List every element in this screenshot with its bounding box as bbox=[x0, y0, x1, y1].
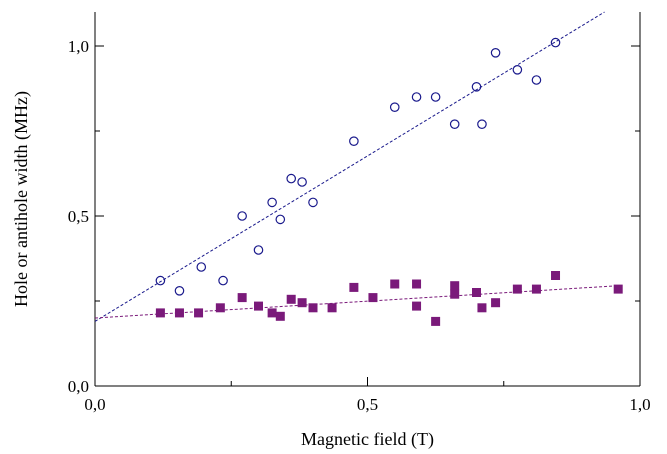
data-point-square bbox=[491, 298, 501, 308]
data-point-square bbox=[390, 279, 400, 289]
data-point-square bbox=[531, 284, 541, 294]
data-point-square bbox=[613, 284, 623, 294]
data-point-circle bbox=[286, 173, 296, 184]
x-tick-label: 1,0 bbox=[629, 395, 650, 414]
data-point-square bbox=[368, 293, 378, 303]
data-point-square bbox=[472, 288, 481, 297]
data-point-circle bbox=[297, 177, 307, 187]
data-point-circle bbox=[477, 119, 487, 129]
data-point-circle bbox=[449, 119, 460, 129]
data-point-circle bbox=[490, 47, 501, 58]
data-point-square bbox=[194, 308, 204, 318]
data-point-square bbox=[174, 308, 184, 318]
data-point-circle bbox=[389, 102, 400, 112]
data-point-square bbox=[412, 301, 422, 311]
fit-line-1 bbox=[94, 11, 605, 322]
data-point-square bbox=[297, 298, 307, 308]
x-tick-label: 0,5 bbox=[357, 395, 378, 414]
data-point-square bbox=[286, 294, 296, 304]
data-point-square bbox=[254, 301, 263, 311]
data-point-square bbox=[551, 271, 561, 280]
data-point-circle bbox=[267, 197, 277, 208]
data-points bbox=[155, 37, 623, 326]
data-point-square bbox=[412, 279, 422, 289]
data-point-square bbox=[349, 282, 359, 292]
data-point-circle bbox=[237, 211, 247, 221]
data-point-circle bbox=[531, 75, 542, 85]
data-point-square bbox=[450, 281, 460, 291]
x-tick-label: 0,0 bbox=[84, 395, 105, 414]
data-point-circle bbox=[349, 136, 359, 146]
data-point-square bbox=[237, 293, 247, 303]
data-point-circle bbox=[174, 285, 185, 296]
data-point-square bbox=[275, 311, 285, 321]
data-point-circle bbox=[411, 92, 422, 102]
data-point-square bbox=[431, 316, 441, 326]
data-point-square bbox=[327, 303, 337, 313]
y-tick-label: 0,5 bbox=[68, 207, 89, 226]
data-point-circle bbox=[550, 37, 561, 48]
data-point-circle bbox=[155, 275, 166, 286]
data-point-square bbox=[215, 303, 225, 313]
y-tick-label: 1,0 bbox=[68, 37, 89, 56]
y-tick-label: 0,0 bbox=[68, 377, 89, 396]
x-axis-title: Magnetic field (T) bbox=[301, 429, 434, 450]
data-point-circle bbox=[512, 65, 523, 75]
data-point-circle bbox=[275, 214, 286, 225]
data-point-square bbox=[477, 303, 487, 313]
data-point-circle bbox=[196, 262, 207, 272]
data-point-circle bbox=[308, 197, 318, 208]
data-point-square bbox=[267, 308, 277, 318]
data-point-circle bbox=[430, 92, 441, 102]
data-point-circle bbox=[218, 275, 228, 286]
y-axis-title: Hole or antihole width (MHz) bbox=[11, 91, 32, 307]
data-point-square bbox=[450, 289, 460, 299]
data-point-square bbox=[308, 303, 318, 313]
axes bbox=[94, 12, 641, 387]
ticks: 0,0 0,5 1,0 0,0 0,5 1,0 bbox=[68, 37, 651, 414]
fit-lines bbox=[94, 11, 619, 322]
data-point-circle bbox=[253, 245, 264, 255]
data-point-square bbox=[155, 308, 165, 318]
data-point-square bbox=[512, 284, 522, 294]
data-point-circle bbox=[471, 82, 482, 92]
